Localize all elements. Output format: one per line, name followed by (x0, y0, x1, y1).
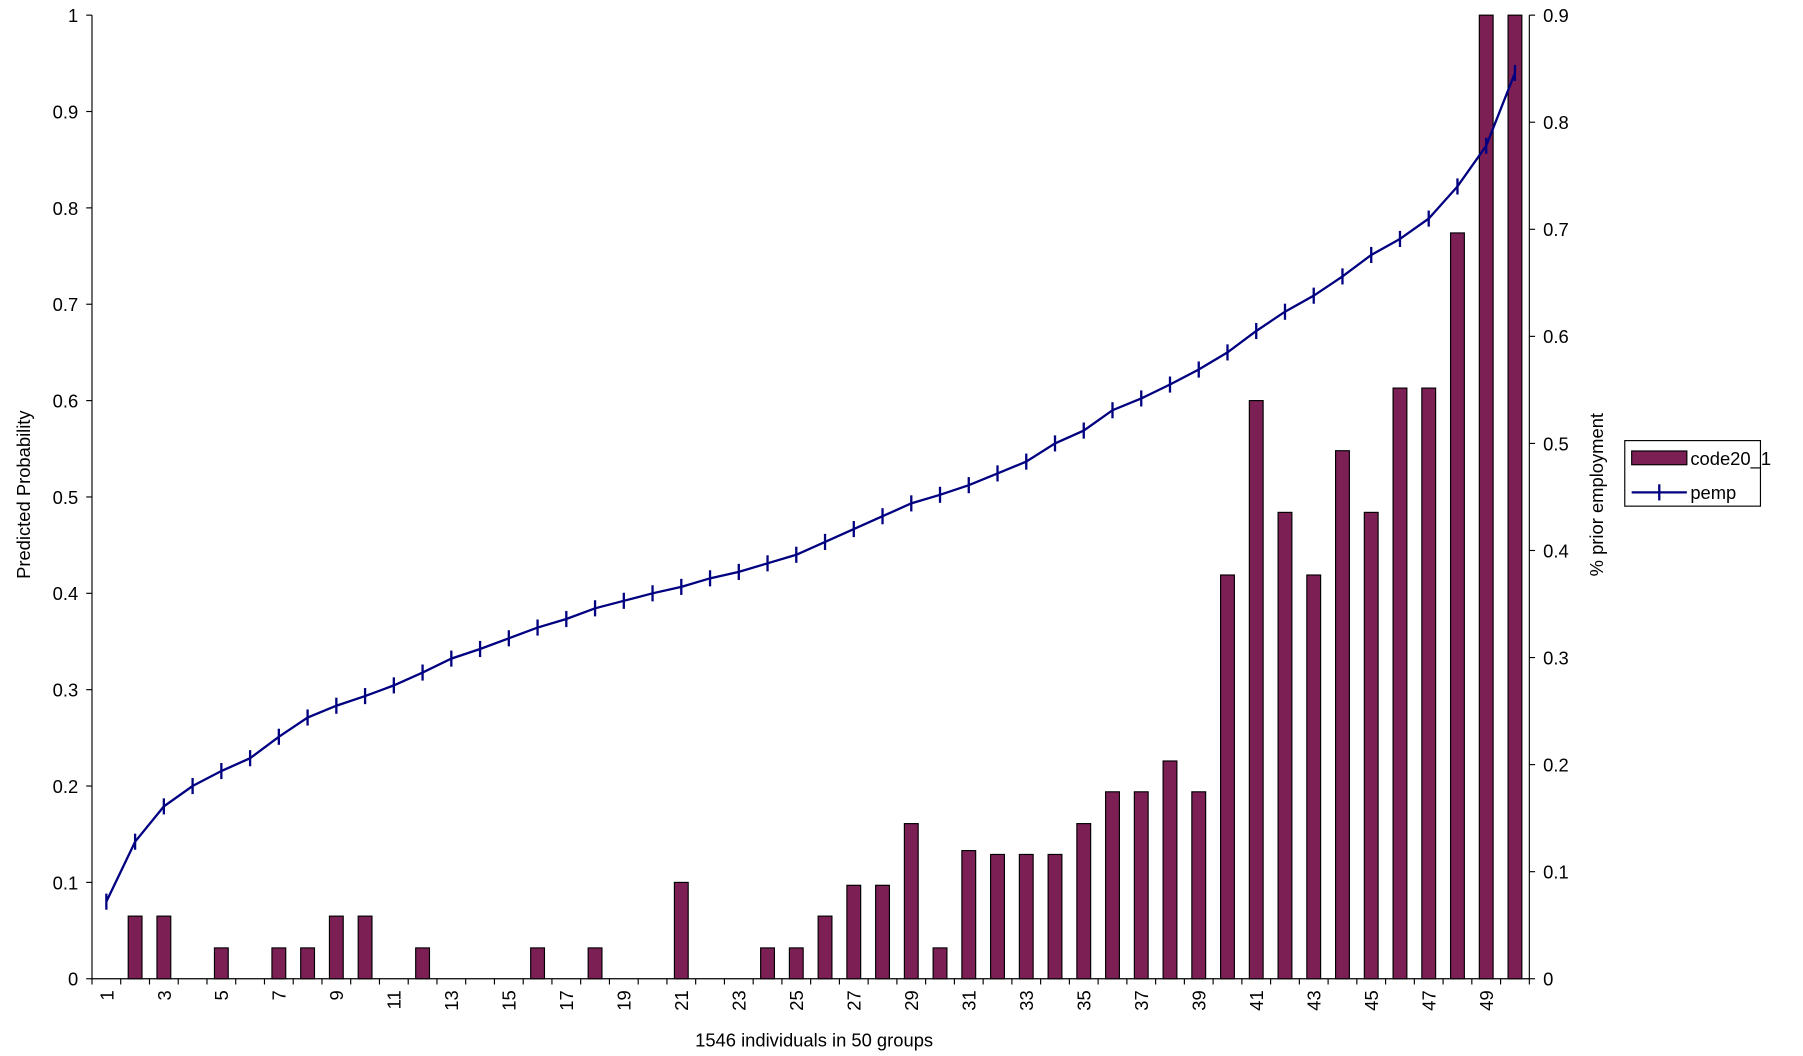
bar (213, 947, 229, 980)
x-tick-label: 49 (1476, 990, 1497, 1010)
y-tick-label: 0.3 (53, 680, 79, 701)
bar (1133, 791, 1149, 980)
bar (1363, 511, 1379, 980)
bar (846, 884, 862, 980)
y2-tick-label: 0.4 (1543, 540, 1569, 561)
bar (1478, 14, 1494, 980)
bar (673, 881, 689, 980)
y2-tick-label: 0.3 (1543, 647, 1569, 668)
x-tick-label: 3 (154, 990, 175, 1000)
x-tick-label: 31 (959, 990, 980, 1010)
x-tick-label: 41 (1246, 990, 1267, 1010)
y-tick-label: 0.6 (53, 390, 79, 411)
x-tick-label: 13 (441, 990, 462, 1010)
bar (1076, 823, 1092, 980)
bar (1507, 14, 1523, 980)
y2-tick-label: 0.6 (1543, 326, 1569, 347)
x-tick-label: 35 (1074, 990, 1095, 1010)
bar (415, 947, 431, 980)
x-tick-label: 15 (499, 990, 520, 1010)
y2-tick-label: 0.7 (1543, 219, 1569, 240)
legend-label: pemp (1690, 482, 1736, 503)
bar (1449, 232, 1465, 980)
y2-tick-label: 0.2 (1543, 755, 1569, 776)
bar (1047, 853, 1063, 980)
x-tick-label: 21 (671, 990, 692, 1010)
bar (990, 853, 1005, 980)
bar (1220, 574, 1235, 980)
x-tick-label: 29 (901, 990, 922, 1010)
y-tick-label: 0.8 (53, 198, 79, 219)
bar (1392, 387, 1408, 980)
bar (300, 947, 316, 980)
line (105, 72, 1517, 903)
x-tick-label: 43 (1304, 990, 1325, 1010)
x-tick-label: 45 (1361, 990, 1382, 1010)
x-tick-label: 7 (269, 990, 290, 1000)
y-tick-label: 0.7 (53, 294, 79, 315)
y-tick-label: 0 (68, 969, 78, 990)
bar (1421, 387, 1437, 980)
y2-tick-label: 0 (1543, 969, 1553, 990)
x-tick-label: 17 (556, 990, 577, 1010)
bar (328, 915, 344, 980)
y-tick-label: 0.2 (53, 776, 79, 797)
legend-swatch (1631, 450, 1688, 466)
x-tick-label: 39 (1189, 990, 1210, 1010)
bar (875, 884, 891, 980)
x-tick-label: 1 (96, 990, 117, 1000)
bar (127, 915, 143, 980)
y-tick-label: 0.9 (53, 101, 79, 122)
y-tick-label: 1 (68, 5, 78, 26)
y-tick-label: 0.4 (53, 583, 79, 604)
bar (587, 947, 603, 980)
x-tick-label: 47 (1419, 990, 1440, 1010)
x-tick-label: 5 (211, 990, 232, 1000)
bar (961, 850, 977, 980)
bar (932, 947, 948, 980)
bar (903, 823, 919, 980)
y2-tick-label: 0.5 (1543, 433, 1569, 454)
bar (1306, 574, 1322, 980)
x-tick-label: 19 (614, 990, 635, 1010)
legend-label: code20_1 (1690, 448, 1771, 470)
bar (1105, 791, 1120, 980)
y-tick-label: 0.1 (53, 872, 79, 893)
bar (1162, 760, 1178, 980)
y-tick-label: 0.5 (53, 487, 79, 508)
bar (357, 915, 373, 980)
x-tick-label: 37 (1131, 990, 1152, 1010)
bar (1191, 791, 1207, 980)
x-tick-label: 9 (326, 990, 347, 1000)
y2-tick-label: 0.9 (1543, 5, 1569, 26)
y2-tick-label: 0.8 (1543, 112, 1569, 133)
x-tick-label: 25 (786, 990, 807, 1010)
bar (1248, 400, 1264, 980)
y2-axis-label: % prior employment (1586, 413, 1607, 576)
bar (1335, 450, 1350, 980)
y2-tick-label: 0.1 (1543, 862, 1569, 883)
bar (156, 915, 172, 980)
bar (271, 947, 287, 980)
x-axis-label: 1546 individuals in 50 groups (695, 1030, 933, 1051)
y-axis-label: Predicted Probability (13, 410, 34, 579)
bar (1018, 853, 1034, 980)
bar (817, 915, 833, 980)
bar (788, 947, 804, 980)
bar (1277, 511, 1293, 980)
bar (530, 947, 546, 980)
x-tick-label: 33 (1016, 990, 1037, 1010)
x-tick-label: 11 (384, 990, 405, 1009)
x-tick-label: 23 (729, 990, 750, 1010)
bar (760, 947, 776, 980)
x-tick-label: 27 (844, 990, 865, 1010)
